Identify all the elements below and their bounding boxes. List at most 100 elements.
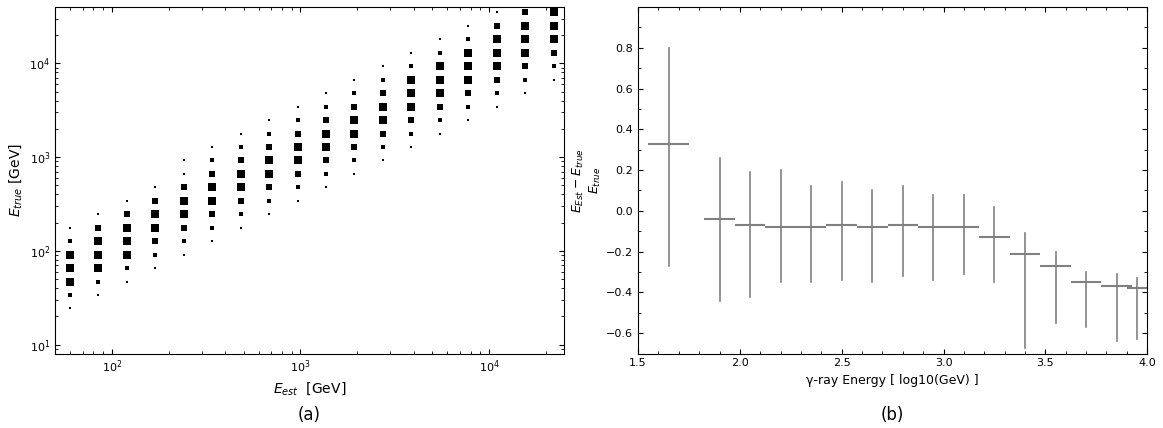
Point: [145, 238, 164, 244]
Point: [90, 265, 108, 271]
Point: [402, 49, 421, 56]
Point: [316, 157, 335, 164]
Point: [544, 22, 563, 29]
Point: [459, 22, 478, 29]
Point: [402, 90, 421, 97]
Point: [202, 251, 221, 258]
Point: [174, 224, 193, 231]
Point: [402, 63, 421, 70]
Point: [459, 49, 478, 56]
Point: [544, 49, 563, 56]
Point: [259, 103, 278, 110]
Point: [117, 265, 136, 271]
Point: [60, 238, 79, 244]
Point: [516, 9, 535, 16]
Point: [430, 103, 449, 110]
Point: [345, 116, 364, 123]
Point: [174, 211, 193, 218]
Point: [430, 90, 449, 97]
Point: [487, 76, 506, 83]
Point: [345, 130, 364, 137]
Point: [316, 184, 335, 191]
Point: [373, 90, 392, 97]
Point: [373, 143, 392, 150]
Point: [259, 143, 278, 150]
Point: [231, 157, 250, 164]
Point: [402, 116, 421, 123]
Point: [345, 76, 364, 83]
Point: [288, 90, 307, 97]
Point: [459, 103, 478, 110]
Point: [402, 143, 421, 150]
Point: [202, 211, 221, 218]
Point: [145, 170, 164, 177]
Point: [288, 130, 307, 137]
Point: [316, 143, 335, 150]
Point: [231, 130, 250, 137]
Point: [174, 157, 193, 164]
Point: [345, 143, 364, 150]
Point: [544, 36, 563, 43]
Point: [231, 116, 250, 123]
Point: [316, 170, 335, 177]
Point: [316, 103, 335, 110]
Point: [288, 197, 307, 204]
Point: [174, 251, 193, 258]
Point: [459, 9, 478, 16]
Point: [487, 90, 506, 97]
Point: [373, 130, 392, 137]
Point: [60, 278, 79, 285]
Point: [430, 36, 449, 43]
Point: [373, 157, 392, 164]
Point: [231, 197, 250, 204]
Point: [373, 170, 392, 177]
Point: [402, 76, 421, 83]
Point: [259, 130, 278, 137]
Point: [316, 90, 335, 97]
Point: [90, 251, 108, 258]
Point: [544, 9, 563, 16]
Point: [117, 238, 136, 244]
Point: [373, 103, 392, 110]
Point: [288, 103, 307, 110]
Point: [459, 76, 478, 83]
Point: [487, 63, 506, 70]
Point: [231, 143, 250, 150]
Point: [174, 184, 193, 191]
Point: [90, 238, 108, 244]
Point: [174, 197, 193, 204]
Point: [544, 76, 563, 83]
Point: [288, 211, 307, 218]
Point: [487, 9, 506, 16]
Point: [516, 103, 535, 110]
Point: [316, 197, 335, 204]
Point: [288, 157, 307, 164]
Point: [316, 76, 335, 83]
Point: [430, 143, 449, 150]
Point: [60, 211, 79, 218]
Point: [430, 116, 449, 123]
Point: [90, 291, 108, 298]
Point: [231, 238, 250, 244]
Point: [402, 157, 421, 164]
Point: [345, 63, 364, 70]
Point: [60, 251, 79, 258]
Y-axis label: $E_{true}$ [GeV]: $E_{true}$ [GeV]: [7, 143, 23, 217]
Point: [288, 143, 307, 150]
Point: [145, 184, 164, 191]
Point: [117, 184, 136, 191]
Point: [430, 49, 449, 56]
Point: [174, 170, 193, 177]
Point: [459, 116, 478, 123]
Point: [487, 116, 506, 123]
X-axis label: $E_{est}$  [GeV]: $E_{est}$ [GeV]: [273, 380, 347, 398]
Point: [60, 291, 79, 298]
Point: [145, 224, 164, 231]
Point: [231, 211, 250, 218]
Point: [259, 211, 278, 218]
Point: [90, 278, 108, 285]
Point: [430, 63, 449, 70]
Point: [544, 90, 563, 97]
Point: [430, 130, 449, 137]
Point: [259, 224, 278, 231]
